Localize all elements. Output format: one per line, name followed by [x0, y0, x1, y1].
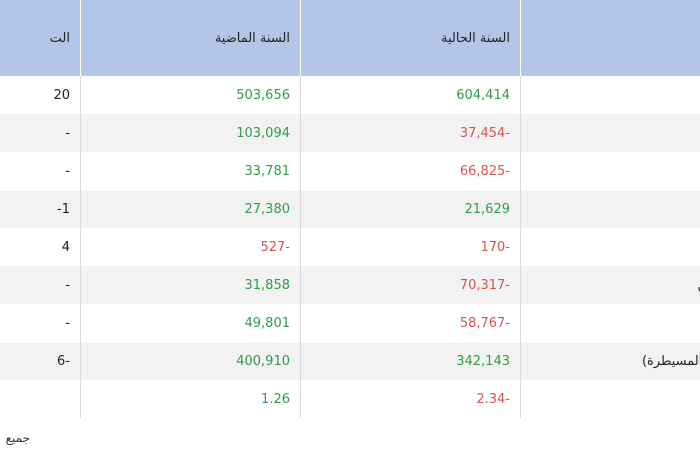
cell-third-year: -	[0, 304, 81, 342]
cell-label: ستبعاد الحصص غير المسيطرة)	[520, 342, 700, 380]
table-header-row: الت السنة الماضية السنة الحالية	[0, 0, 700, 76]
financial-table: الت السنة الماضية السنة الحالية 20 503,65…	[0, 0, 700, 418]
header-current-year: السنة الحالية	[300, 0, 521, 76]
cell-current-year: 170-	[300, 228, 521, 266]
cell-third-year: -	[0, 114, 81, 152]
cell-previous-year: 27,380	[80, 190, 301, 228]
cell-previous-year: 103,094	[80, 114, 301, 152]
cell-label: مساهمي المصدر	[520, 304, 700, 342]
cell-label	[520, 380, 700, 418]
cell-previous-year: 1.26	[80, 380, 301, 418]
cell-third-year: -1	[0, 190, 81, 228]
table-row: 1.26 2.34-	[0, 380, 700, 418]
cell-current-year: 342,143	[300, 342, 521, 380]
cell-label	[520, 114, 700, 152]
cell-previous-year: 527-	[80, 228, 301, 266]
cell-current-year: 70,317-	[300, 266, 521, 304]
header-third-year: الت	[0, 0, 81, 76]
cell-label	[520, 76, 700, 114]
header-previous-year: السنة الماضية	[80, 0, 301, 76]
cell-label: كاة العائد للمساهمين	[520, 266, 700, 304]
header-label	[520, 0, 700, 76]
cell-third-year	[0, 380, 81, 418]
cell-label: ستثمار	[520, 190, 700, 228]
cell-third-year: -	[0, 152, 81, 190]
cell-third-year: 20	[0, 76, 81, 114]
financial-table-container: الت السنة الماضية السنة الحالية 20 503,65…	[0, 0, 700, 418]
cell-current-year: 66,825-	[300, 152, 521, 190]
cell-current-year: 37,454-	[300, 114, 521, 152]
cell-label: ن	[520, 228, 700, 266]
cell-third-year: 4	[0, 228, 81, 266]
table-row: -103,094 37,454-	[0, 114, 700, 152]
table-row: 20 503,656 604,414	[0, 76, 700, 114]
cell-previous-year: 503,656	[80, 76, 301, 114]
cell-third-year: 6-	[0, 342, 81, 380]
cell-current-year: 58,767-	[300, 304, 521, 342]
cell-current-year: 21,629	[300, 190, 521, 228]
cell-previous-year: 33,781	[80, 152, 301, 190]
cell-current-year: 2.34-	[300, 380, 521, 418]
cell-previous-year: 400,910	[80, 342, 301, 380]
cell-third-year: -	[0, 266, 81, 304]
cell-previous-year: 31,858	[80, 266, 301, 304]
footer-note: جميع	[5, 431, 30, 445]
cell-previous-year: 49,801	[80, 304, 301, 342]
cell-current-year: 604,414	[300, 76, 521, 114]
cell-label: مين	[520, 152, 700, 190]
